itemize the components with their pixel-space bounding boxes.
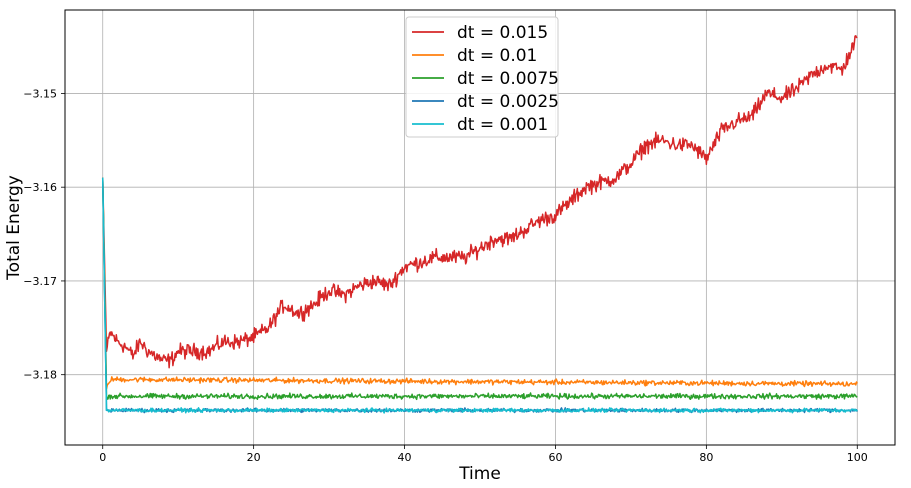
x-tick-label: 60 bbox=[548, 451, 562, 464]
legend-label: dt = 0.0075 bbox=[457, 69, 559, 89]
series-line bbox=[101, 177, 858, 401]
x-tick-label: 80 bbox=[699, 451, 713, 464]
legend-label: dt = 0.01 bbox=[457, 46, 537, 66]
legend: dt = 0.015 dt = 0.01 dt = 0.0075 dt = 0.002… bbox=[405, 16, 559, 138]
legend-label: dt = 0.015 bbox=[457, 23, 548, 43]
x-tick-label: 0 bbox=[99, 451, 106, 464]
plot-frame bbox=[64, 9, 896, 446]
y-tick-label: −3.16 bbox=[23, 181, 57, 194]
legend-box bbox=[405, 16, 559, 138]
y-tick-label: −3.15 bbox=[23, 87, 57, 100]
y-axis-label: Total Energy bbox=[4, 175, 24, 281]
x-tick-label: 100 bbox=[847, 451, 868, 464]
series-line bbox=[101, 177, 858, 390]
y-tick-label: −3.17 bbox=[23, 275, 57, 288]
x-tick-label: 40 bbox=[398, 451, 412, 464]
series-line bbox=[101, 177, 858, 414]
y-tick-label: −3.18 bbox=[23, 369, 57, 382]
series-line bbox=[101, 35, 858, 369]
x-tick-label: 20 bbox=[247, 451, 261, 464]
axis-ticks: 0 20 40 60 80 100 −3.18 −3.17 −3.16 −3.15 bbox=[23, 87, 867, 464]
x-axis-label: Time bbox=[458, 464, 501, 484]
series-layer bbox=[101, 35, 858, 414]
legend-label: dt = 0.0025 bbox=[457, 92, 559, 112]
legend-label: dt = 0.001 bbox=[457, 115, 548, 135]
